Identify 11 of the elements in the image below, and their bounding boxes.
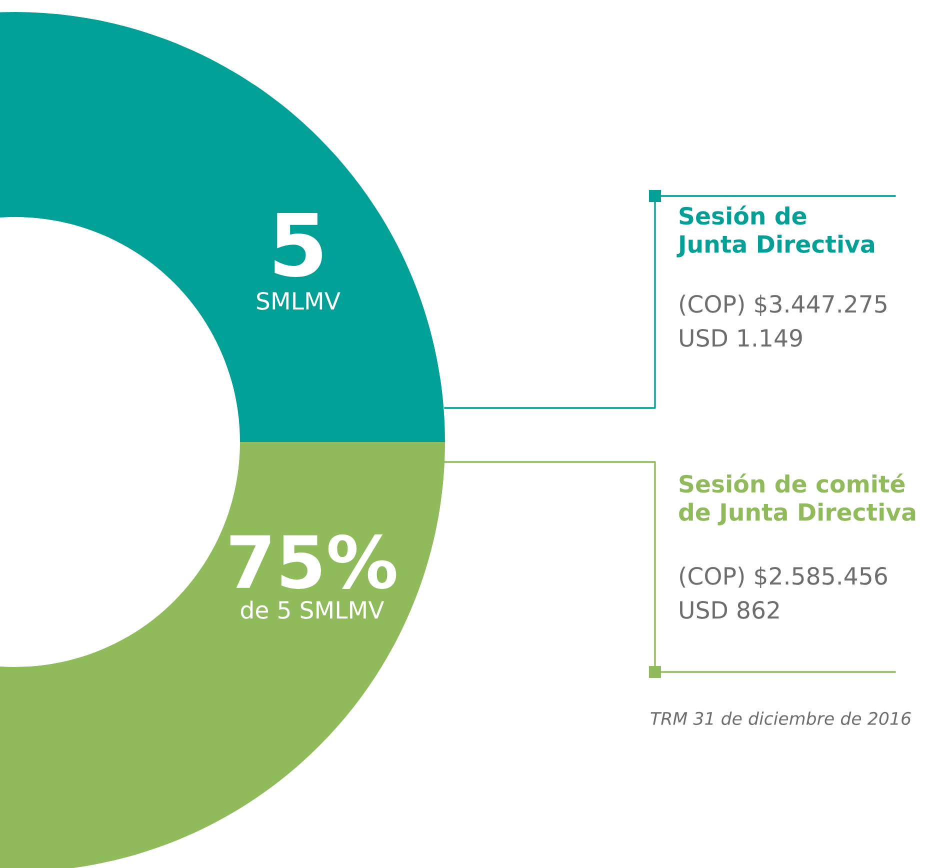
slice-label: Sesión de comité de Junta Directiva — [679, 474, 916, 526]
text: 5 — [274, 212, 322, 277]
text: USD 862 — [680, 600, 779, 619]
text: SMLMV — [257, 292, 340, 310]
text: TRM 31 de diciembre de 2016 — [650, 712, 911, 726]
text: de 5 SMLMV — [241, 600, 384, 619]
legend-label: Sesión de Junta Directiva — [676, 206, 874, 258]
text: USD 1.149 — [680, 328, 802, 347]
text: (COP) $3.447.275 — [680, 294, 886, 316]
text: 75% — [230, 534, 396, 589]
text: (COP) $2.585.456 — [680, 566, 887, 588]
